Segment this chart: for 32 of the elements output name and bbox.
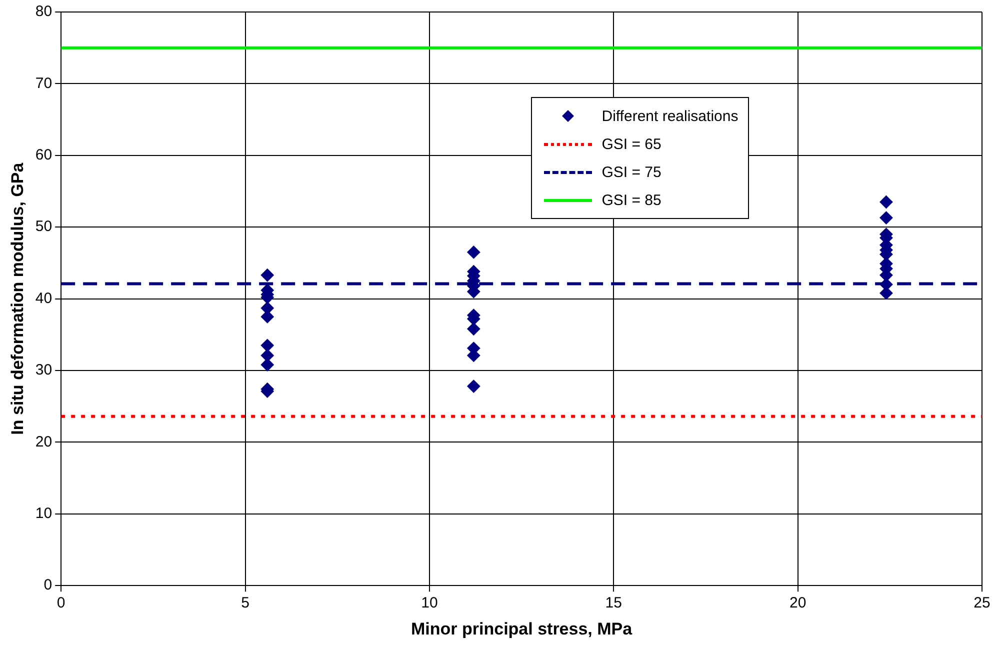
y-tick-label: 0 [44,576,52,594]
y-tick-label: 50 [35,218,52,236]
point [260,358,274,372]
point [467,380,480,393]
legend-label: Different realisations [602,108,738,124]
x-tick-label: 15 [605,594,622,612]
legend-label: GSI = 85 [602,192,662,208]
y-tick-label: 10 [35,505,52,522]
y-tick-label: 70 [35,74,52,92]
x-tick-label: 20 [789,594,806,612]
x-tick-label: 25 [974,594,990,612]
y-tick-label: 30 [35,362,52,379]
y-tick-label: 80 [35,3,52,20]
y-tick-label: 40 [35,290,52,307]
point [467,322,480,336]
x-axis-title: Minor principal stress, MPa [411,619,633,638]
legend-label: GSI = 65 [602,136,662,152]
x-tick-label: 0 [56,594,66,612]
legend-label: GSI = 75 [602,164,662,180]
point [880,196,893,209]
point [880,211,893,224]
x-tick-label: 5 [241,594,250,612]
y-tick-label: 60 [35,146,52,164]
point [260,348,274,362]
point [880,286,893,300]
point [260,338,274,352]
point [260,268,274,282]
y-tick-label: 20 [35,433,52,450]
x-tick-label: 10 [421,594,438,612]
point [260,310,274,324]
y-axis-title: In situ deformation modulus, GPa [8,162,27,435]
point [467,246,480,259]
